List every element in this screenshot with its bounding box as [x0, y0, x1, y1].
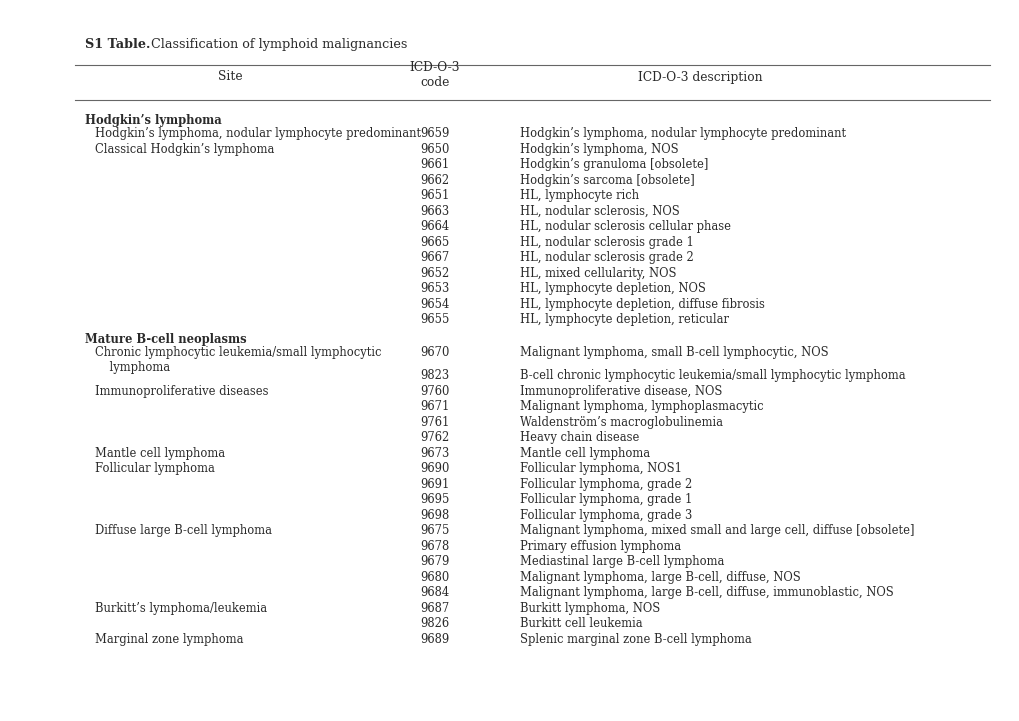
Text: 9661: 9661	[420, 158, 449, 171]
Text: 9684: 9684	[420, 586, 449, 599]
Text: 9687: 9687	[420, 602, 449, 615]
Text: 9680: 9680	[420, 571, 449, 584]
Text: 9665: 9665	[420, 236, 449, 249]
Text: Hodgkin’s sarcoma [obsolete]: Hodgkin’s sarcoma [obsolete]	[520, 174, 694, 187]
Text: 9678: 9678	[420, 540, 449, 553]
Text: 9698: 9698	[420, 509, 449, 522]
Text: 9691: 9691	[420, 478, 449, 491]
Text: 9695: 9695	[420, 493, 449, 506]
Text: S1 Table.: S1 Table.	[85, 38, 150, 51]
Text: ICD-O-3
code: ICD-O-3 code	[410, 61, 460, 89]
Text: 9670: 9670	[420, 346, 449, 359]
Text: Hodgkin’s lymphoma, nodular lymphocyte predominant: Hodgkin’s lymphoma, nodular lymphocyte p…	[520, 127, 846, 140]
Text: 9662: 9662	[420, 174, 449, 187]
Text: 9667: 9667	[420, 251, 449, 264]
Text: Malignant lymphoma, large B-cell, diffuse, NOS: Malignant lymphoma, large B-cell, diffus…	[520, 571, 800, 584]
Text: Follicular lymphoma, grade 2: Follicular lymphoma, grade 2	[520, 478, 692, 491]
Text: HL, mixed cellularity, NOS: HL, mixed cellularity, NOS	[520, 267, 676, 280]
Text: 9689: 9689	[420, 633, 449, 646]
Text: Marginal zone lymphoma: Marginal zone lymphoma	[95, 633, 244, 646]
Text: Burkitt’s lymphoma/leukemia: Burkitt’s lymphoma/leukemia	[95, 602, 267, 615]
Text: Heavy chain disease: Heavy chain disease	[520, 431, 639, 444]
Text: Hodgkin’s lymphoma: Hodgkin’s lymphoma	[85, 114, 221, 127]
Text: HL, nodular sclerosis cellular phase: HL, nodular sclerosis cellular phase	[520, 220, 731, 233]
Text: 9762: 9762	[420, 431, 449, 444]
Text: Follicular lymphoma, grade 1: Follicular lymphoma, grade 1	[520, 493, 692, 506]
Text: Diffuse large B-cell lymphoma: Diffuse large B-cell lymphoma	[95, 524, 272, 537]
Text: HL, lymphocyte depletion, diffuse fibrosis: HL, lymphocyte depletion, diffuse fibros…	[520, 298, 764, 311]
Text: 9761: 9761	[420, 416, 449, 429]
Text: Waldenström’s macroglobulinemia: Waldenström’s macroglobulinemia	[520, 416, 722, 429]
Text: HL, nodular sclerosis grade 1: HL, nodular sclerosis grade 1	[520, 236, 693, 249]
Text: 9652: 9652	[420, 267, 449, 280]
Text: 9671: 9671	[420, 400, 449, 413]
Text: Mantle cell lymphoma: Mantle cell lymphoma	[520, 447, 649, 460]
Text: Malignant lymphoma, lymphoplasmacytic: Malignant lymphoma, lymphoplasmacytic	[520, 400, 763, 413]
Text: Hodgkin’s lymphoma, NOS: Hodgkin’s lymphoma, NOS	[520, 143, 678, 156]
Text: Chronic lymphocytic leukemia/small lymphocytic
    lymphoma: Chronic lymphocytic leukemia/small lymph…	[95, 346, 381, 374]
Text: Primary effusion lymphoma: Primary effusion lymphoma	[520, 540, 681, 553]
Text: Splenic marginal zone B-cell lymphoma: Splenic marginal zone B-cell lymphoma	[520, 633, 751, 646]
Text: 9663: 9663	[420, 205, 449, 218]
Text: 9690: 9690	[420, 462, 449, 475]
Text: Classification of lymphoid malignancies: Classification of lymphoid malignancies	[147, 38, 407, 51]
Text: Burkitt cell leukemia: Burkitt cell leukemia	[520, 617, 642, 630]
Text: HL, lymphocyte depletion, reticular: HL, lymphocyte depletion, reticular	[520, 313, 729, 326]
Text: HL, lymphocyte rich: HL, lymphocyte rich	[520, 189, 639, 202]
Text: Immunoproliferative disease, NOS: Immunoproliferative disease, NOS	[520, 385, 721, 398]
Text: HL, nodular sclerosis, NOS: HL, nodular sclerosis, NOS	[520, 205, 679, 218]
Text: ICD-O-3 description: ICD-O-3 description	[637, 71, 761, 84]
Text: Burkitt lymphoma, NOS: Burkitt lymphoma, NOS	[520, 602, 659, 615]
Text: Malignant lymphoma, small B-cell lymphocytic, NOS: Malignant lymphoma, small B-cell lymphoc…	[520, 346, 827, 359]
Text: 9659: 9659	[420, 127, 449, 140]
Text: Immunoproliferative diseases: Immunoproliferative diseases	[95, 385, 268, 398]
Text: Hodgkin’s lymphoma, nodular lymphocyte predominant: Hodgkin’s lymphoma, nodular lymphocyte p…	[95, 127, 421, 140]
Text: B-cell chronic lymphocytic leukemia/small lymphocytic lymphoma: B-cell chronic lymphocytic leukemia/smal…	[520, 369, 905, 382]
Text: 9675: 9675	[420, 524, 449, 537]
Text: Hodgkin’s granuloma [obsolete]: Hodgkin’s granuloma [obsolete]	[520, 158, 707, 171]
Text: Follicular lymphoma: Follicular lymphoma	[95, 462, 215, 475]
Text: Follicular lymphoma, grade 3: Follicular lymphoma, grade 3	[520, 509, 692, 522]
Text: 9653: 9653	[420, 282, 449, 295]
Text: Mature B-cell neoplasms: Mature B-cell neoplasms	[85, 332, 247, 345]
Text: Classical Hodgkin’s lymphoma: Classical Hodgkin’s lymphoma	[95, 143, 274, 156]
Text: 9760: 9760	[420, 385, 449, 398]
Text: HL, lymphocyte depletion, NOS: HL, lymphocyte depletion, NOS	[520, 282, 705, 295]
Text: Malignant lymphoma, large B-cell, diffuse, immunoblastic, NOS: Malignant lymphoma, large B-cell, diffus…	[520, 586, 893, 599]
Text: 9673: 9673	[420, 447, 449, 460]
Text: 9654: 9654	[420, 298, 449, 311]
Text: 9651: 9651	[420, 189, 449, 202]
Text: Malignant lymphoma, mixed small and large cell, diffuse [obsolete]: Malignant lymphoma, mixed small and larg…	[520, 524, 914, 537]
Text: 9650: 9650	[420, 143, 449, 156]
Text: 9655: 9655	[420, 313, 449, 326]
Text: Mediastinal large B-cell lymphoma: Mediastinal large B-cell lymphoma	[520, 555, 723, 568]
Text: Mantle cell lymphoma: Mantle cell lymphoma	[95, 447, 225, 460]
Text: 9823: 9823	[420, 369, 449, 382]
Text: Site: Site	[217, 71, 243, 84]
Text: HL, nodular sclerosis grade 2: HL, nodular sclerosis grade 2	[520, 251, 693, 264]
Text: 9664: 9664	[420, 220, 449, 233]
Text: 9826: 9826	[420, 617, 449, 630]
Text: Follicular lymphoma, NOS1: Follicular lymphoma, NOS1	[520, 462, 682, 475]
Text: 9679: 9679	[420, 555, 449, 568]
